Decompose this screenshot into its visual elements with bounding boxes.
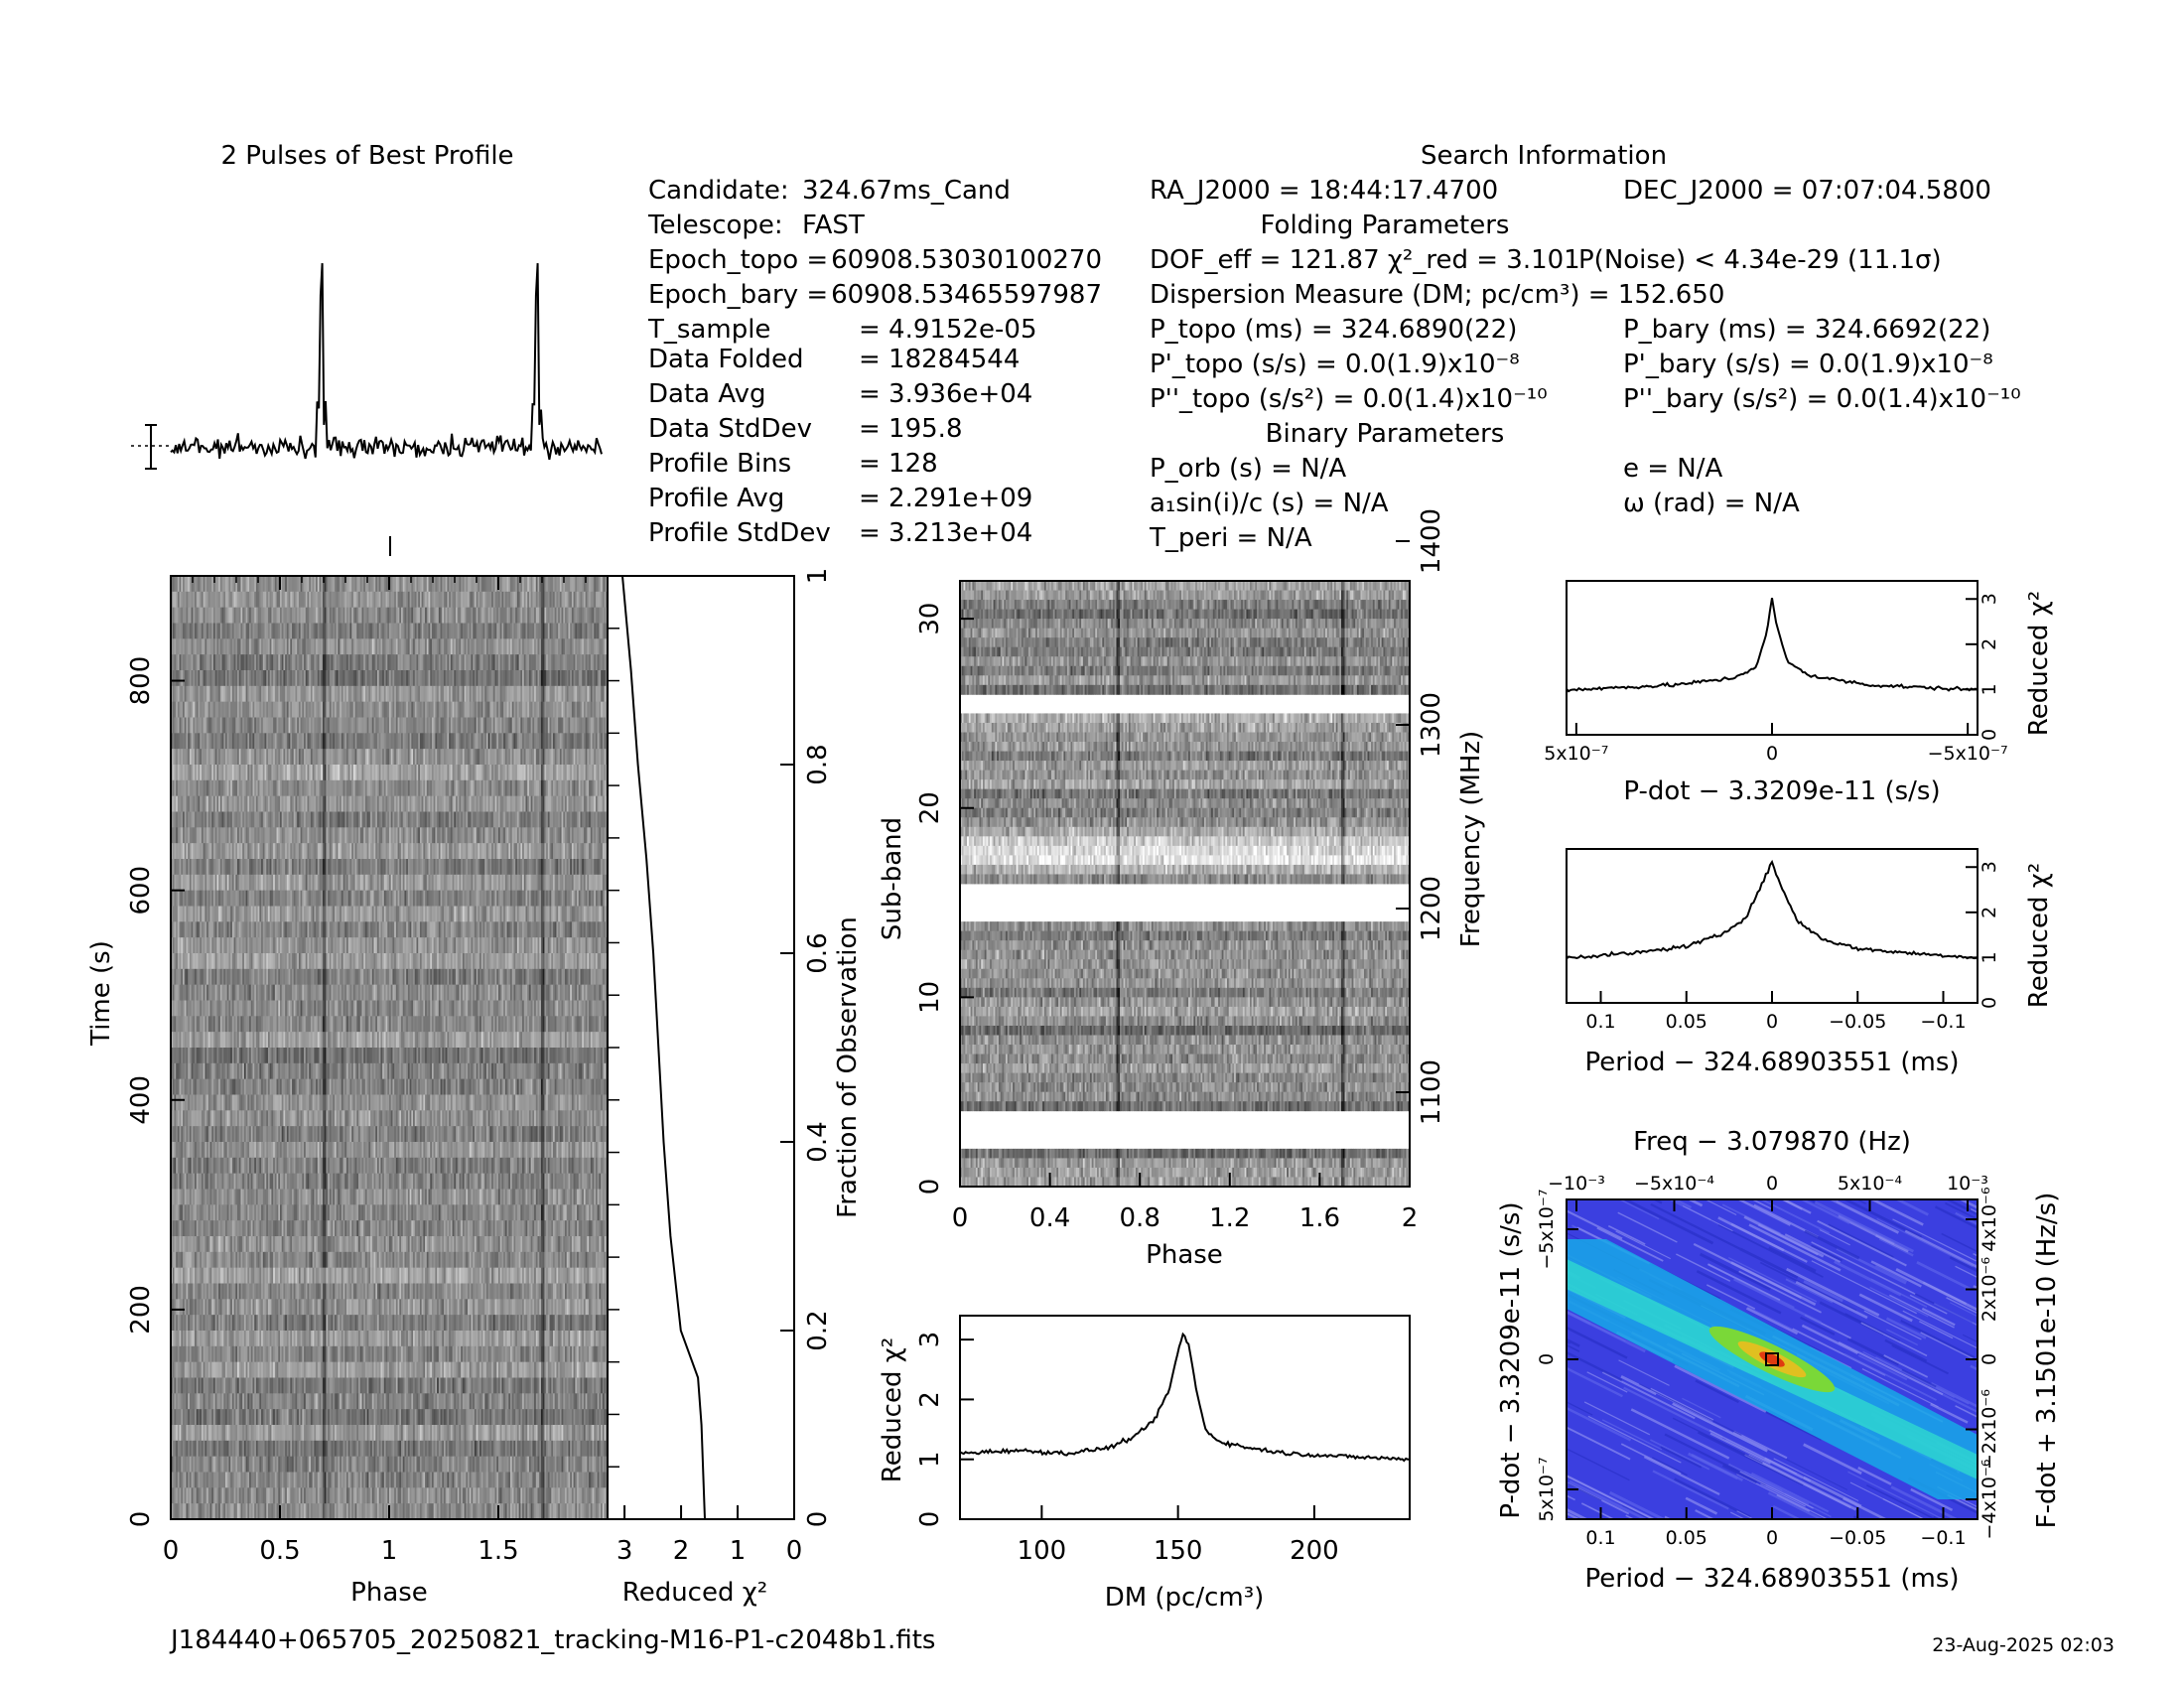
info-label: Profile Bins: [648, 449, 791, 479]
profile-line: [171, 263, 602, 460]
info-label: Data StdDev: [648, 414, 812, 444]
pbary-text: P_bary (ms) = 324.6692(22): [1623, 315, 1990, 345]
info-value: FAST: [802, 211, 865, 240]
pddtopo-text: P''_topo (s/s²) = 0.0(1.4)x10⁻¹⁰: [1150, 384, 1548, 414]
pdbary-text: P'_bary (s/s) = 0.0(1.9)x10⁻⁸: [1623, 350, 1993, 379]
info-value: 60908.53030100270: [831, 245, 1102, 275]
binary-params-title: Binary Parameters: [1266, 419, 1505, 449]
ptopo-text: P_topo (ms) = 324.6890(22): [1150, 315, 1517, 345]
info-value: = 195.8: [859, 414, 962, 444]
info-label: Epoch_topo =: [648, 245, 828, 275]
pnoise-text: P(Noise) < 4.34e-29 (11.1σ): [1578, 245, 1942, 275]
info-label: Telescope:: [647, 211, 783, 240]
pddbary-text: P''_bary (s/s²) = 0.0(1.4)x10⁻¹⁰: [1623, 384, 2021, 414]
info-value: = 3.213e+04: [859, 518, 1032, 548]
ecc-text: e = N/A: [1623, 454, 1723, 484]
info-label: Profile Avg: [648, 484, 784, 513]
asini-text: a₁sin(i)/c (s) = N/A: [1150, 489, 1389, 518]
info-value: = 18284544: [859, 345, 1020, 374]
dec-text: DEC_J2000 = 07:07:04.5800: [1623, 176, 1991, 206]
profile-plot: [131, 263, 602, 556]
info-label: Data Avg: [648, 379, 766, 409]
ra-text: RA_J2000 = 18:44:17.4700: [1150, 176, 1498, 206]
info-label: Candidate:: [648, 176, 789, 206]
info-value: 324.67ms_Cand: [802, 176, 1011, 206]
tperi-text: T_peri = N/A: [1149, 523, 1312, 553]
folding-params-title: Folding Parameters: [1261, 211, 1510, 240]
info-label: T_sample: [647, 315, 770, 345]
profile-title: 2 Pulses of Best Profile: [220, 141, 513, 171]
info-value: = 3.936e+04: [859, 379, 1032, 409]
info-value: = 4.9152e-05: [859, 315, 1037, 345]
omega-text: ω (rad) = N/A: [1623, 489, 1800, 518]
info-value: = 128: [859, 449, 938, 479]
info-label: Data Folded: [648, 345, 804, 374]
dm-text: Dispersion Measure (DM; pc/cm³) = 152.65…: [1150, 280, 1724, 310]
dof-text: DOF_eff = 121.87 χ²_red = 3.101: [1150, 245, 1580, 275]
info-left-column: Candidate: 324.67ms_Cand Telescope: FAST Epo…: [647, 176, 1102, 548]
pdtopo-text: P'_topo (s/s) = 0.0(1.9)x10⁻⁸: [1150, 350, 1520, 379]
porb-text: P_orb (s) = N/A: [1150, 454, 1346, 484]
info-label: Epoch_bary =: [648, 280, 828, 310]
info-value: = 2.291e+09: [859, 484, 1032, 513]
info-value: 60908.53465597987: [831, 280, 1102, 310]
info-label: Profile StdDev: [648, 518, 831, 548]
search-title: Search Information: [1421, 141, 1667, 171]
